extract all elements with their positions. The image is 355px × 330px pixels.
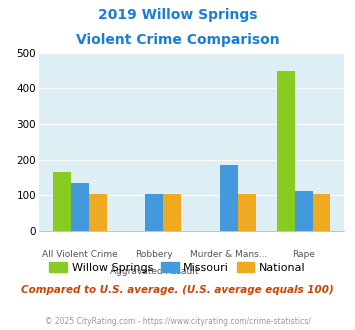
Bar	[163, 194, 181, 231]
Bar	[238, 194, 256, 231]
Bar	[71, 183, 89, 231]
Text: 2019 Willow Springs: 2019 Willow Springs	[98, 8, 257, 22]
Legend: Willow Springs, Missouri, National: Willow Springs, Missouri, National	[45, 258, 310, 277]
Text: Aggravated Assault: Aggravated Assault	[110, 267, 199, 276]
Bar	[277, 71, 295, 231]
Bar	[295, 191, 312, 231]
Bar	[53, 172, 71, 231]
Bar	[146, 194, 163, 231]
Text: © 2025 CityRating.com - https://www.cityrating.com/crime-statistics/: © 2025 CityRating.com - https://www.city…	[45, 317, 310, 326]
Bar	[89, 194, 106, 231]
Text: All Violent Crime: All Violent Crime	[42, 250, 118, 259]
Text: Rape: Rape	[292, 250, 315, 259]
Bar	[220, 165, 238, 231]
Text: Murder & Mans...: Murder & Mans...	[190, 250, 268, 259]
Text: Compared to U.S. average. (U.S. average equals 100): Compared to U.S. average. (U.S. average …	[21, 285, 334, 295]
Bar	[312, 194, 331, 231]
Text: Violent Crime Comparison: Violent Crime Comparison	[76, 33, 279, 47]
Text: Robbery: Robbery	[136, 250, 173, 259]
